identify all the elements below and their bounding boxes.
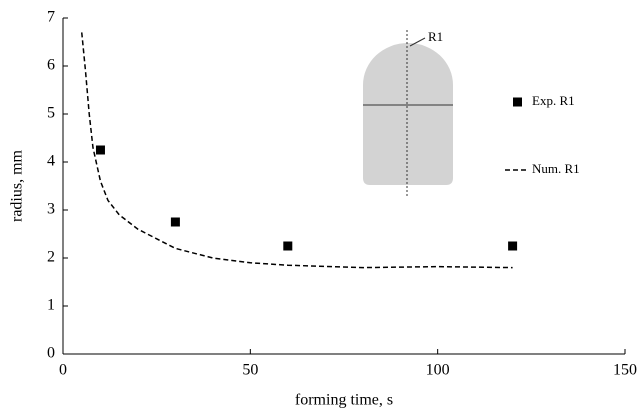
x-tick-label: 50 xyxy=(242,362,258,379)
y-tick-label: 7 xyxy=(47,9,55,26)
data-point xyxy=(508,241,518,251)
inset-label: R1 xyxy=(428,29,443,44)
data-point xyxy=(95,145,105,155)
x-tick-label: 0 xyxy=(59,362,67,379)
y-axis-title: radius, mm xyxy=(9,149,26,222)
y-tick-label: 5 xyxy=(47,105,55,122)
y-tick-label: 1 xyxy=(47,297,55,314)
legend-label: Exp. R1 xyxy=(532,93,575,108)
x-axis-title: forming time, s xyxy=(295,392,393,409)
y-tick-label: 6 xyxy=(47,57,55,74)
inset-arrow xyxy=(409,37,426,47)
inset-shape xyxy=(363,43,453,185)
inset-diagram: R1 xyxy=(363,29,453,196)
data-point xyxy=(170,217,180,227)
y-tick-label: 2 xyxy=(47,249,55,266)
data-point xyxy=(283,241,293,251)
y-tick-label: 3 xyxy=(47,201,55,218)
legend-marker xyxy=(513,97,522,107)
y-tick-label: 0 xyxy=(47,345,55,362)
y-tick-label: 4 xyxy=(47,153,55,170)
legend-label: Num. R1 xyxy=(532,161,580,176)
x-tick-label: 100 xyxy=(426,362,450,379)
data-line xyxy=(80,32,513,269)
x-tick-label: 150 xyxy=(613,362,637,379)
